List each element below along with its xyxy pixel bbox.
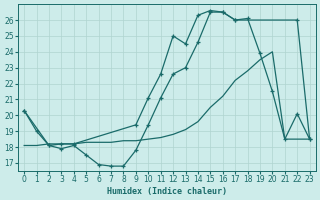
X-axis label: Humidex (Indice chaleur): Humidex (Indice chaleur)	[107, 187, 227, 196]
